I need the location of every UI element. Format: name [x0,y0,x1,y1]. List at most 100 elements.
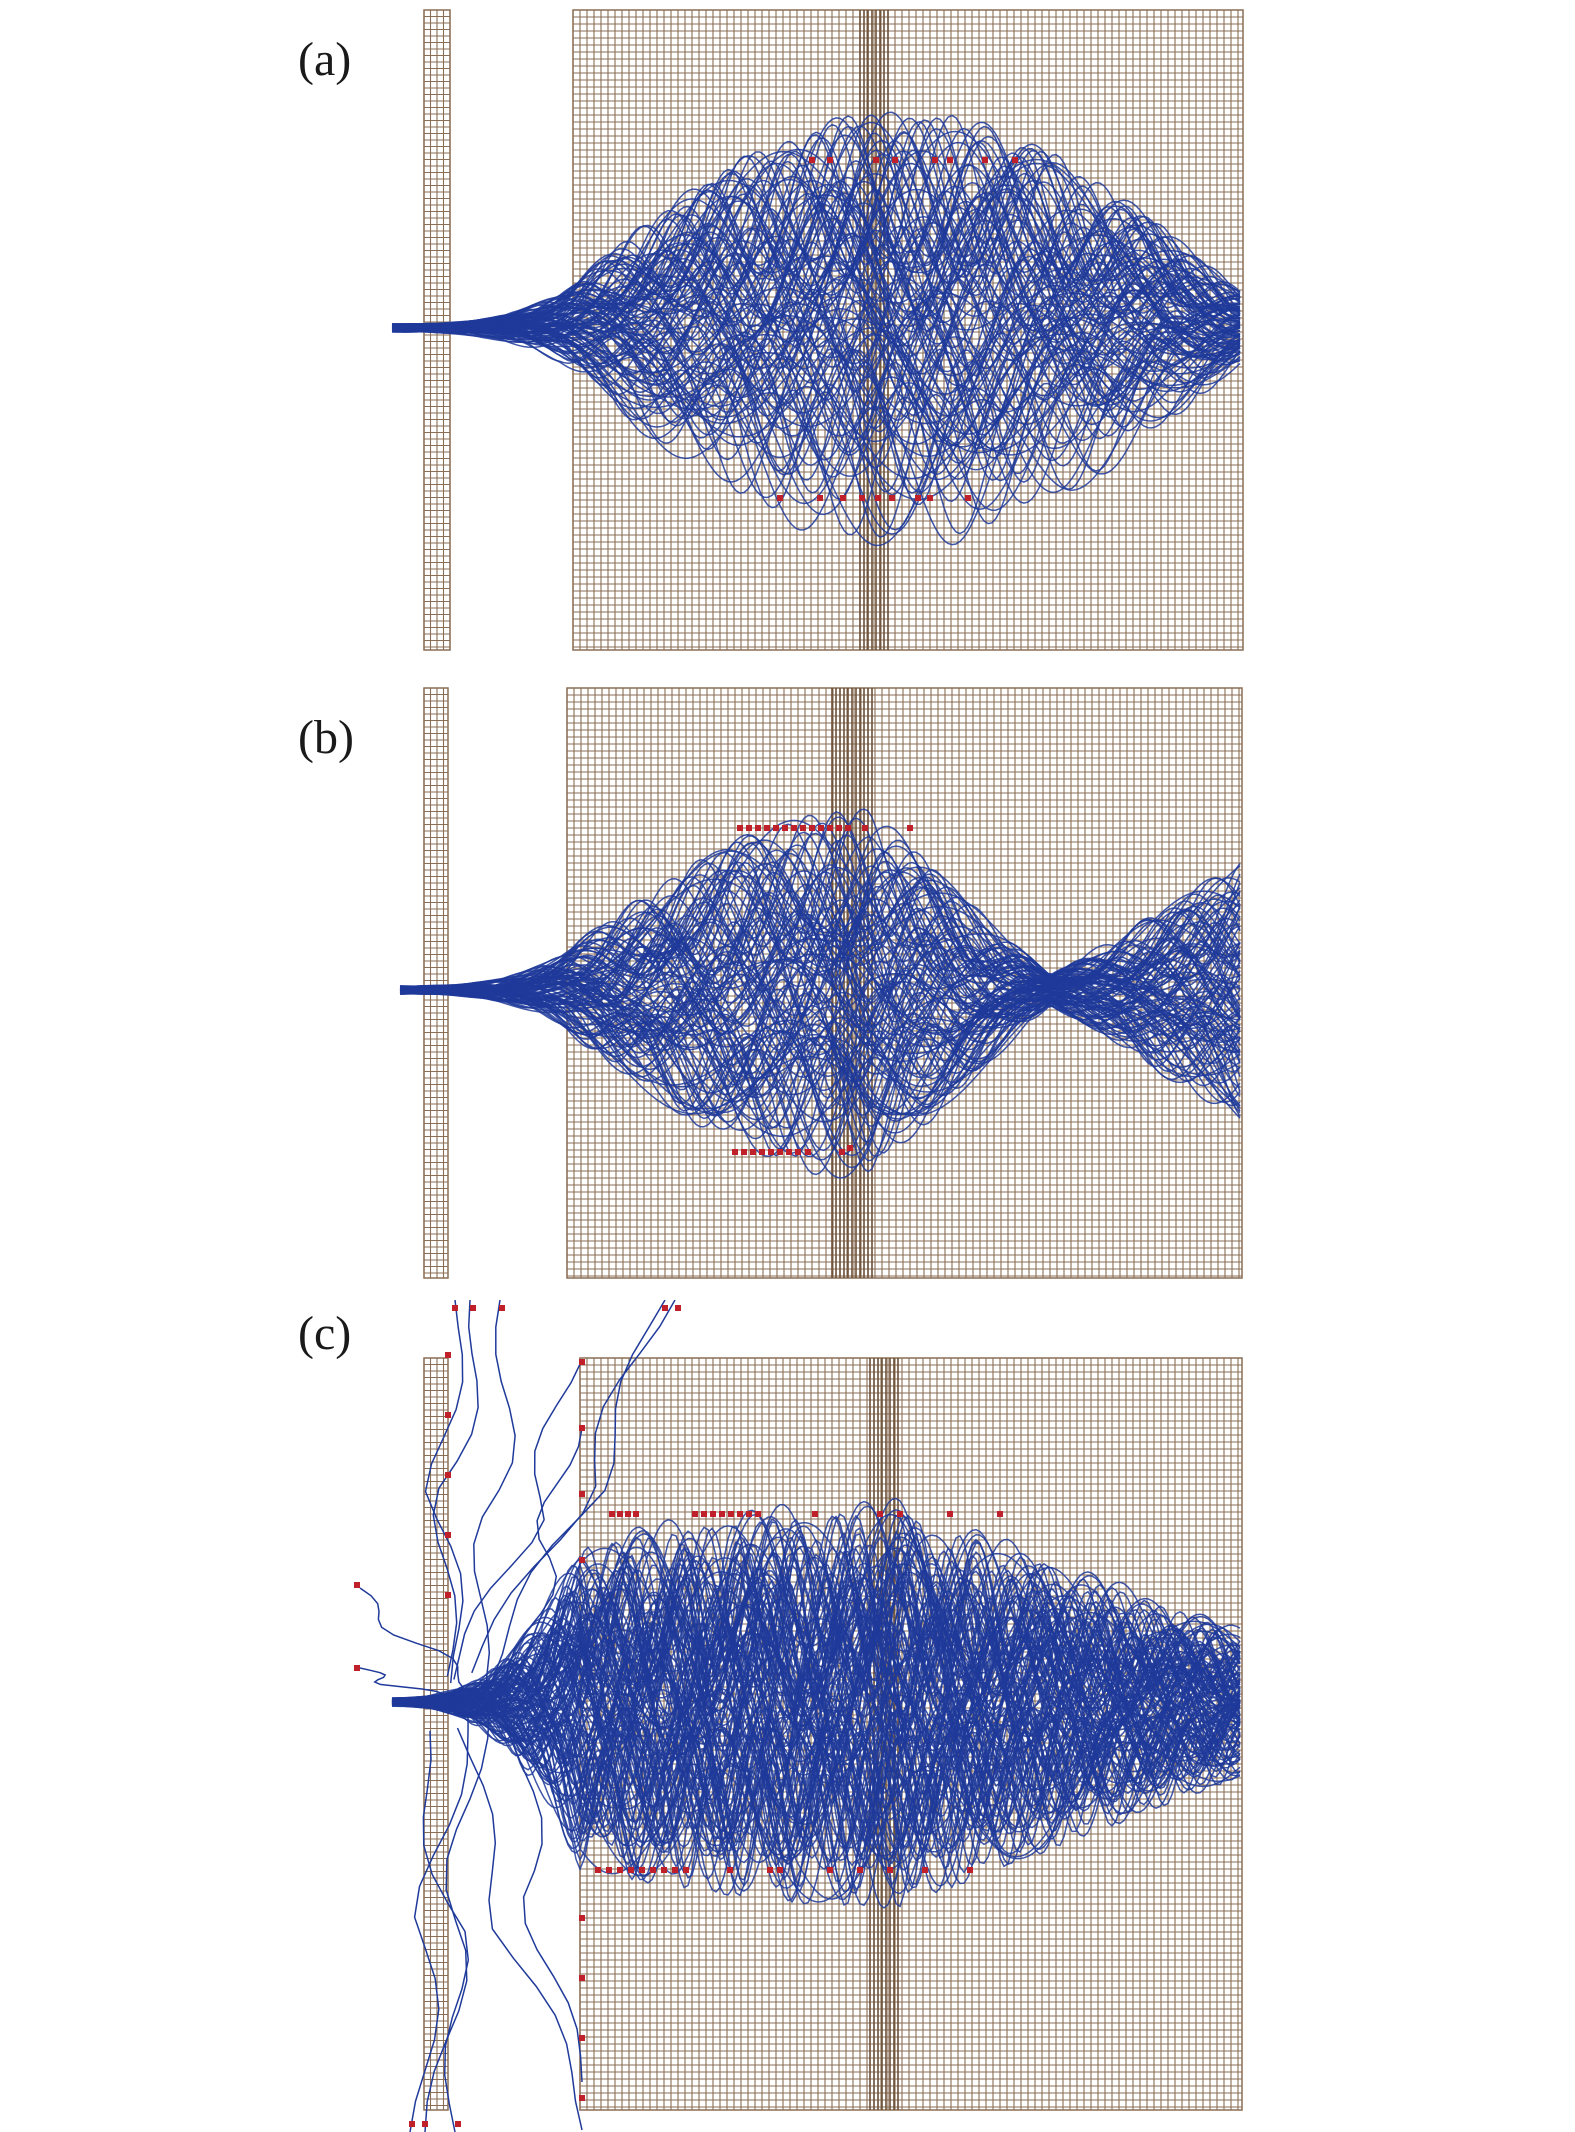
endpoint-marker [452,1305,458,1311]
trajectory-line [391,296,1241,437]
left-wall-c [423,1357,449,2111]
endpoint-marker [759,1149,765,1155]
trajectory-line [399,958,1241,1055]
trajectory-line [392,121,1241,328]
endpoint-marker [812,1511,818,1517]
endpoint-marker [628,1867,634,1873]
trajectory-line [391,328,1241,477]
endpoint-marker [982,157,988,163]
endpoint-marker [967,1867,973,1873]
endpoint-marker [777,495,783,501]
endpoint-marker [932,157,938,163]
trajectory-line [391,205,1241,348]
endpoint-marker [728,1511,734,1517]
trajectory-line [392,317,1241,454]
endpoint-marker [579,1557,585,1563]
endpoint-marker [836,825,842,831]
endpoint-marker [755,1511,761,1517]
endpoint-marker [755,825,761,831]
endpoint-marker [470,1305,476,1311]
endpoint-marker [422,2121,428,2127]
endpoint-marker [455,2121,461,2127]
endpoint-marker [773,825,779,831]
endpoint-marker [579,1425,585,1431]
endpoint-marker [777,1149,783,1155]
trajectory-line [391,117,1241,327]
trajectory-line [391,1687,1241,1821]
endpoint-marker [897,1511,903,1517]
trajectory-line [391,139,1241,328]
trajectory-line [399,990,1241,1115]
endpoint-marker [827,1867,833,1873]
trajectory-line [391,1667,1241,1802]
endpoint-marker [746,825,752,831]
panel-b-plot [399,687,1243,1279]
endpoint-marker [710,1511,716,1517]
endpoint-marker [732,1149,738,1155]
endpoint-marker [857,1867,863,1873]
endpoint-marker [915,495,921,501]
escape-line [424,1708,491,2132]
trajectory-line [400,990,1241,1162]
endpoint-marker [617,1511,623,1517]
endpoint-marker [965,495,971,501]
endpoint-marker [617,1867,623,1873]
trajectory-line [391,1615,1241,1748]
endpoint-marker [847,1145,853,1151]
trajectory-line [391,1544,1241,1702]
escape-line [359,1587,476,1699]
panel-label-b: (b) [298,711,354,764]
trajectory-line [391,328,1241,502]
trajectory-line [399,831,1241,990]
endpoint-marker [579,1975,585,1981]
trajectory-line [391,1702,1241,1859]
trajectory-line [391,188,1241,332]
endpoint-marker [800,825,806,831]
endpoint-marker [859,495,865,501]
trajectory-line [391,1536,1241,1702]
endpoints-c [354,1305,1003,2127]
trajectory-line [391,1497,1241,1702]
trajectory-bundle-c [391,1497,1241,1909]
trajectory-line [391,328,1241,538]
endpoint-marker [827,825,833,831]
endpoint-marker [927,495,933,501]
trajectory-line [399,848,1241,990]
endpoints-b [732,825,913,1155]
endpoint-marker [877,1511,883,1517]
trajectory-line [391,1701,1241,1862]
endpoint-marker [791,825,797,831]
endpoint-marker [579,2095,585,2101]
trajectory-line [391,1544,1241,1703]
endpoint-marker [579,1491,585,1497]
endpoint-marker [662,1305,668,1311]
endpoint-marker [445,1352,451,1358]
trajectory-line [399,822,1241,990]
escape-line [504,1427,583,1688]
endpoint-marker [499,1305,505,1311]
escape-line [422,1730,470,2132]
panel-c-plot [354,1300,1243,2132]
endpoint-marker [683,1867,689,1873]
trajectory-line [399,991,1241,1116]
endpoint-marker [892,157,898,163]
trajectory-line [391,1655,1241,1787]
endpoint-marker [661,1867,667,1873]
endpoint-marker [737,1511,743,1517]
endpoint-marker [875,495,881,501]
escape-line [453,1359,583,1680]
escape-trajectories-c [359,1300,676,2132]
endpoint-marker [947,157,953,163]
endpoint-marker [579,2035,585,2041]
endpoint-marker [741,1149,747,1155]
endpoint-marker [445,1592,451,1598]
endpoint-marker [579,1359,585,1365]
endpoint-marker [947,1511,953,1517]
left-wall-b [423,687,449,1279]
endpoint-marker [354,1582,360,1588]
endpoint-marker [579,1915,585,1921]
endpoint-marker [809,157,815,163]
endpoint-marker [675,1305,681,1311]
endpoint-marker [845,825,851,831]
endpoint-marker [786,1149,792,1155]
